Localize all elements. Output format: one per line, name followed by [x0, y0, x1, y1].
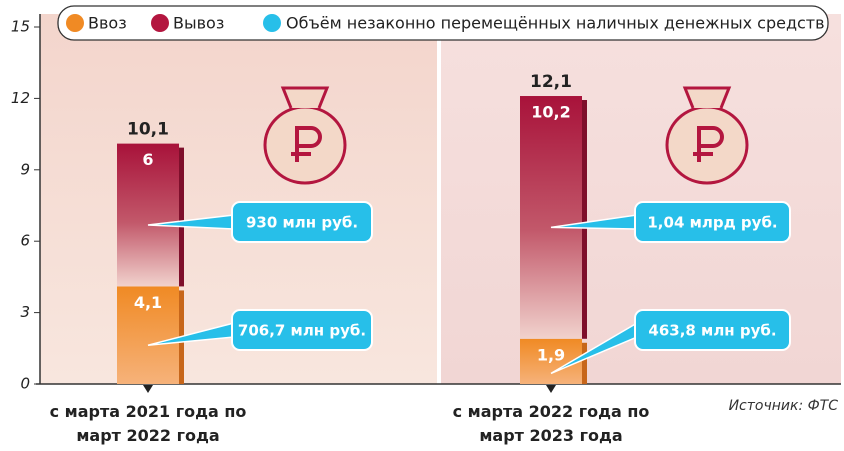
callout-label: 463,8 млн руб. [648, 322, 776, 340]
page: Объём незаконно перемещённых наличных де… [0, 0, 844, 451]
legend-swatch [66, 14, 84, 32]
source: Источник: ФТС [729, 398, 838, 414]
bar-side [582, 343, 587, 384]
value-label: 10,2 [531, 103, 570, 122]
y-tick-label: 12 [11, 89, 30, 107]
x-tick-label: с марта 2022 года по март 2023 года [451, 400, 651, 448]
value-label: 4,1 [134, 293, 162, 312]
y-tick-label: 0 [20, 375, 30, 393]
value-label: 1,9 [537, 345, 565, 364]
callout-label: 706,7 млн руб. [238, 322, 366, 340]
chart: Объём незаконно перемещённых наличных де… [0, 0, 844, 451]
x-tick [143, 385, 153, 393]
y-tick-label: 15 [11, 18, 30, 36]
bar-segment [520, 96, 582, 339]
x-tick-label: с марта 2021 года по март 2022 года [48, 400, 248, 448]
callout-label: 1,04 млрд руб. [647, 214, 777, 232]
legend-label: Ввоз [88, 14, 127, 33]
legend-label: Вывоз [173, 14, 224, 33]
legend-label: Объём незаконно перемещённых наличных де… [286, 14, 825, 33]
y-tick-label: 6 [20, 232, 30, 250]
value-label: 6 [142, 150, 153, 169]
bar-side [179, 148, 184, 287]
y-tick-label: 9 [20, 160, 30, 178]
legend-swatch [151, 14, 169, 32]
bar-side [582, 100, 587, 339]
total-label: 10,1 [127, 120, 169, 140]
callout-label: 930 млн руб. [246, 214, 358, 232]
total-label: 12,1 [530, 72, 572, 92]
x-tick [546, 385, 556, 393]
legend-swatch [263, 14, 281, 32]
y-tick-label: 3 [20, 303, 30, 321]
